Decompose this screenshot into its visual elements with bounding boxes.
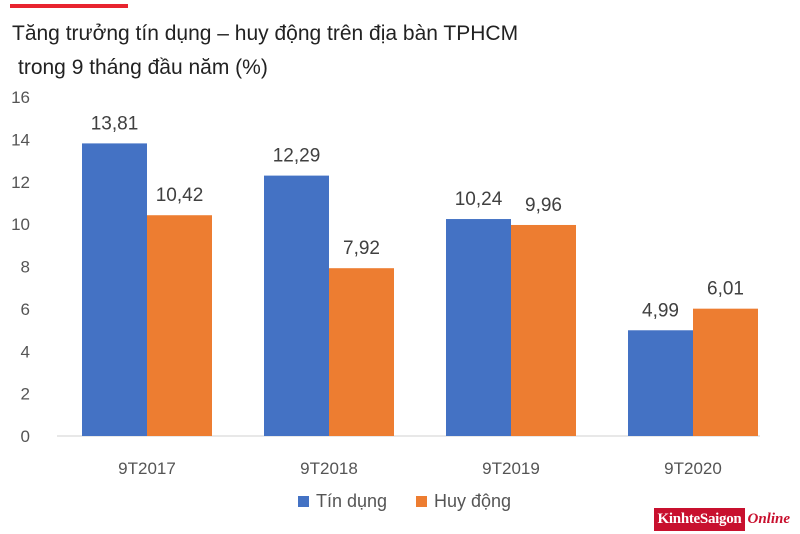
bar-tin-dung [82, 143, 147, 436]
chart-title-line2: trong 9 tháng đầu năm (%) [18, 56, 268, 79]
category-label: 9T2019 [482, 459, 540, 478]
y-tick-label: 4 [21, 342, 30, 361]
data-label: 13,81 [91, 113, 139, 134]
bar-tin-dung [628, 330, 693, 436]
y-tick-label: 12 [11, 173, 30, 192]
y-tick-label: 14 [11, 130, 30, 149]
legend-swatch [298, 496, 309, 507]
data-label: 10,42 [156, 185, 204, 206]
y-tick-label: 0 [21, 427, 30, 446]
y-axis-ticks: 0 2 4 6 8 10 12 14 16 [11, 88, 30, 446]
bar-huy-dong [693, 308, 758, 436]
legend: Tín dụng Huy động [298, 491, 511, 511]
y-tick-label: 10 [11, 215, 30, 234]
y-tick-label: 16 [11, 88, 30, 107]
data-label: 12,29 [273, 146, 321, 167]
data-label: 9,96 [525, 195, 562, 216]
bar-tin-dung [264, 175, 329, 436]
legend-label: Huy động [434, 491, 511, 511]
category-label: 9T2018 [300, 459, 358, 478]
data-label: 6,01 [707, 279, 744, 300]
data-label: 10,24 [455, 189, 503, 210]
bar-huy-dong [147, 215, 212, 436]
bar-huy-dong [511, 224, 576, 436]
chart-title-line1: Tăng trưởng tín dụng – huy động trên địa… [12, 22, 518, 45]
bar-tin-dung [446, 219, 511, 436]
y-tick-label: 2 [21, 385, 30, 404]
title-accent-bar [10, 4, 128, 8]
bar-marks [82, 143, 758, 436]
data-labels: 13,81 10,42 12,29 7,92 10,24 9,96 4,99 6,01 [91, 113, 744, 321]
legend-swatch [416, 496, 427, 507]
category-labels: 9T2017 9T2018 9T2019 9T2020 [118, 459, 722, 478]
bar-huy-dong [329, 268, 394, 436]
category-label: 9T2017 [118, 459, 176, 478]
kinhtesaigon-logo: KinhteSaigon Online [640, 504, 800, 534]
legend-label: Tín dụng [316, 491, 387, 511]
logo-text-online: Online [747, 510, 790, 527]
data-label: 4,99 [642, 300, 679, 321]
category-label: 9T2020 [664, 459, 722, 478]
logo-text-main: KinhteSaigon [653, 507, 746, 531]
y-tick-label: 8 [21, 258, 30, 277]
data-label: 7,92 [343, 238, 380, 259]
y-tick-label: 6 [21, 300, 30, 319]
